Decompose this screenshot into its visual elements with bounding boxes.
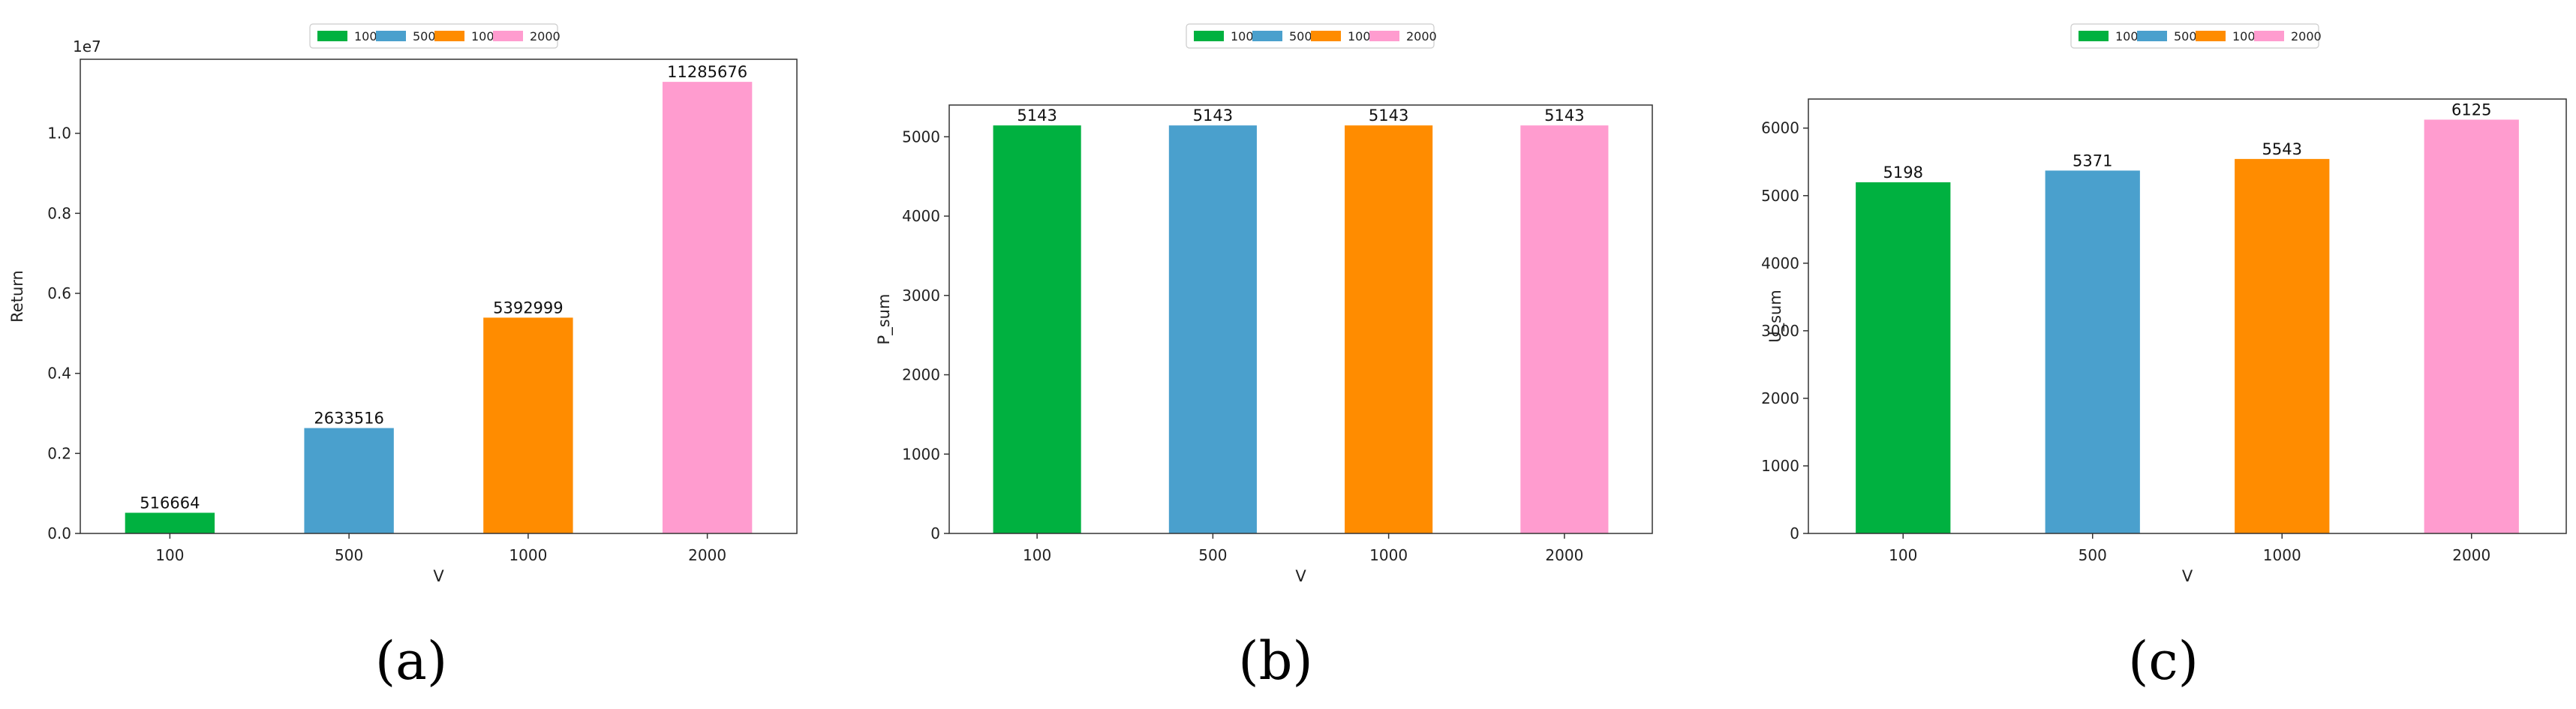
- y-tick-label: 0.6: [47, 284, 71, 302]
- y-offset-label: 1e7: [73, 38, 101, 56]
- legend-swatch-2000: [1369, 31, 1399, 41]
- data-label-100: 516664: [140, 494, 200, 512]
- x-tick-label: 2000: [688, 546, 726, 564]
- legend-label-2000: 2000: [1406, 29, 1437, 44]
- bar-1000: [2235, 158, 2330, 533]
- legend-label-100: 100: [2115, 29, 2139, 44]
- x-tick-label: 500: [335, 546, 363, 564]
- legend-swatch-100: [1194, 31, 1224, 41]
- legend: 100 500 1000 2000: [309, 23, 561, 49]
- data-label-500: 5371: [2073, 152, 2112, 170]
- y-tick-label: 1.0: [47, 125, 71, 143]
- y-tick-label: 3000: [1761, 322, 1799, 340]
- bar-2000: [662, 82, 753, 533]
- legend-swatch-2000: [493, 31, 523, 41]
- chart-panel-b: 5143 100 5143 500 5143 1000 5143 2000 0 1000 2000 3…: [875, 23, 1653, 692]
- x-tick-label: 100: [1023, 546, 1051, 564]
- bar-100: [1856, 182, 1951, 533]
- x-tick-label: 2000: [2452, 546, 2490, 564]
- data-label-1000: 5143: [1369, 107, 1408, 125]
- y-tick-label: 4000: [1761, 254, 1799, 272]
- legend-swatch-500: [1252, 31, 1282, 41]
- bar-500: [304, 428, 394, 533]
- x-axis-label: V: [1295, 567, 1306, 585]
- x-axis-label: V: [433, 567, 444, 585]
- y-tick-label: 1000: [902, 445, 940, 463]
- legend-swatch-1000: [2196, 31, 2226, 41]
- y-tick-label: 1000: [1761, 457, 1799, 475]
- legend-label-500: 500: [2174, 29, 2197, 44]
- legend-label-2000: 2000: [2291, 29, 2322, 44]
- x-tick-label: 1000: [1369, 546, 1408, 564]
- x-tick-label: 100: [155, 546, 184, 564]
- y-tick-label: 2000: [1761, 389, 1799, 407]
- data-label-100: 5198: [1883, 164, 1923, 182]
- data-label-2000: 5143: [1544, 107, 1584, 125]
- y-tick-label: 4000: [902, 207, 940, 225]
- subfigure-label: (c): [2128, 630, 2199, 692]
- data-label-100: 5143: [1017, 107, 1057, 125]
- data-label-1000: 5392999: [493, 299, 564, 317]
- legend-swatch-100: [2079, 31, 2109, 41]
- chart-panel-a: 516664 100 2633516 500 5392999 1000 11285676 20…: [8, 23, 798, 692]
- data-label-500: 2633516: [314, 410, 384, 428]
- y-tick-label: 0: [1790, 524, 1799, 542]
- x-tick-label: 1000: [509, 546, 547, 564]
- bar-500: [1168, 125, 1257, 534]
- y-tick-label: 0.2: [47, 444, 71, 462]
- data-label-500: 5143: [1193, 107, 1233, 125]
- plot-frame: [1808, 98, 2567, 534]
- legend-box: [2070, 23, 2319, 49]
- bar-2000: [1520, 125, 1609, 534]
- y-tick-label: 2000: [902, 366, 940, 384]
- y-tick-label: 5000: [902, 128, 940, 146]
- bar-2000: [2424, 119, 2519, 533]
- chart-panel-c: 5198 100 5371 500 5543 1000 6125 2000 0 1000 2000 3…: [1761, 23, 2567, 692]
- subfigure-label: (b): [1238, 630, 1312, 692]
- x-tick-label: 500: [2079, 546, 2107, 564]
- y-tick-label: 0: [930, 524, 940, 542]
- plot-frame: [80, 59, 798, 534]
- bar-100: [993, 125, 1081, 534]
- legend: 100 500 1000 2000: [2070, 23, 2322, 49]
- y-tick-label: 0.0: [47, 524, 71, 542]
- y-tick-label: 0.8: [47, 204, 71, 222]
- legend-label-500: 500: [1289, 29, 1312, 44]
- y-axis-label: U_sum: [1766, 290, 1785, 343]
- bar-1000: [483, 317, 573, 533]
- x-tick-label: 1000: [2263, 546, 2301, 564]
- legend-label-2000: 2000: [530, 29, 561, 44]
- x-tick-label: 2000: [1545, 546, 1583, 564]
- bar-1000: [1345, 125, 1433, 534]
- x-axis-label: V: [2182, 567, 2193, 585]
- legend-box: [1186, 23, 1435, 49]
- data-label-1000: 5543: [2262, 140, 2302, 158]
- bar-100: [125, 512, 215, 533]
- legend-box: [309, 23, 558, 49]
- y-axis-label: P_sum: [875, 294, 894, 345]
- x-tick-label: 500: [1198, 546, 1227, 564]
- legend-label-100: 100: [1231, 29, 1254, 44]
- y-tick-label: 3000: [902, 287, 940, 305]
- legend-label-100: 100: [354, 29, 377, 44]
- y-tick-label: 6000: [1761, 119, 1799, 137]
- plot-frame: [948, 104, 1653, 534]
- legend-swatch-100: [317, 31, 347, 41]
- legend-swatch-500: [2137, 31, 2167, 41]
- data-label-2000: 6125: [2451, 101, 2491, 119]
- legend-swatch-500: [376, 31, 406, 41]
- subfigure-label: (a): [375, 630, 447, 692]
- y-tick-label: 0.4: [47, 365, 71, 383]
- legend: 100 500 1000 2000: [1186, 23, 1437, 49]
- y-axis-label: Return: [8, 270, 26, 323]
- bar-500: [2045, 170, 2140, 533]
- data-label-2000: 11285676: [667, 63, 747, 81]
- y-tick-label: 5000: [1761, 187, 1799, 205]
- legend-label-500: 500: [413, 29, 436, 44]
- legend-swatch-1000: [434, 31, 464, 41]
- x-tick-label: 100: [1889, 546, 1917, 564]
- legend-swatch-2000: [2254, 31, 2284, 41]
- legend-swatch-1000: [1311, 31, 1341, 41]
